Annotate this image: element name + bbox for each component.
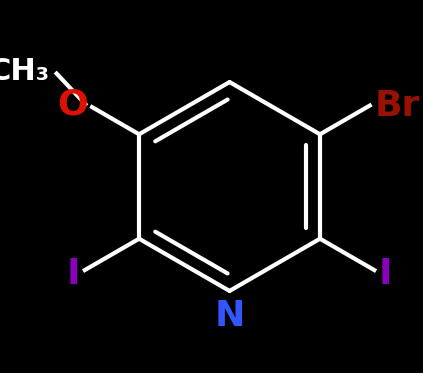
Text: I: I xyxy=(379,257,392,291)
Text: Br: Br xyxy=(374,88,420,123)
Text: CH₃: CH₃ xyxy=(0,57,49,86)
Text: N: N xyxy=(214,299,245,333)
Text: I: I xyxy=(67,257,80,291)
Text: O: O xyxy=(58,87,88,121)
